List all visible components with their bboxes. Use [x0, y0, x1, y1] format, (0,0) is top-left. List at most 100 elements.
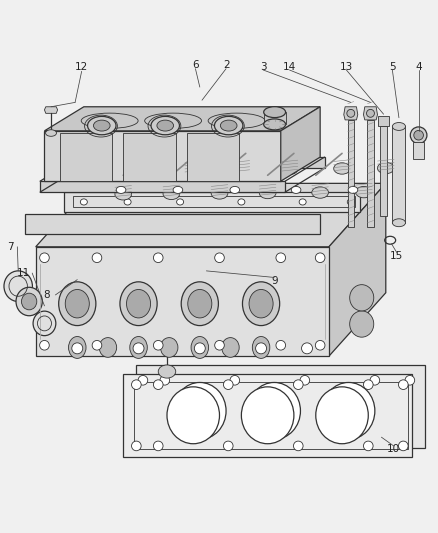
Text: 12: 12: [75, 62, 88, 72]
Ellipse shape: [214, 341, 224, 350]
Ellipse shape: [208, 113, 265, 128]
Ellipse shape: [81, 113, 138, 128]
Polygon shape: [186, 133, 239, 181]
Ellipse shape: [301, 343, 312, 354]
Text: 9: 9: [270, 276, 277, 286]
Ellipse shape: [377, 163, 393, 174]
Ellipse shape: [230, 187, 239, 193]
Ellipse shape: [392, 123, 405, 131]
Text: 5: 5: [388, 61, 395, 71]
Ellipse shape: [230, 375, 239, 385]
Ellipse shape: [120, 282, 157, 326]
Ellipse shape: [87, 116, 116, 135]
Ellipse shape: [315, 387, 367, 444]
Ellipse shape: [126, 289, 150, 318]
Ellipse shape: [349, 311, 373, 337]
Ellipse shape: [39, 341, 49, 350]
Ellipse shape: [321, 383, 374, 439]
Ellipse shape: [115, 189, 131, 200]
Ellipse shape: [166, 387, 219, 444]
Ellipse shape: [314, 253, 324, 263]
Ellipse shape: [173, 187, 182, 193]
Ellipse shape: [68, 336, 86, 358]
Ellipse shape: [413, 131, 423, 140]
Ellipse shape: [151, 116, 179, 135]
Ellipse shape: [366, 109, 374, 117]
Ellipse shape: [242, 282, 279, 326]
Polygon shape: [379, 126, 386, 216]
Ellipse shape: [263, 107, 285, 118]
Polygon shape: [136, 365, 424, 448]
Polygon shape: [263, 112, 285, 124]
Polygon shape: [44, 107, 319, 131]
Ellipse shape: [255, 343, 266, 354]
Ellipse shape: [298, 199, 305, 205]
Ellipse shape: [131, 441, 141, 451]
Ellipse shape: [99, 337, 117, 357]
Polygon shape: [367, 120, 373, 227]
Ellipse shape: [72, 343, 82, 354]
Text: 14: 14: [282, 61, 296, 71]
Ellipse shape: [252, 336, 269, 358]
Ellipse shape: [145, 113, 201, 128]
Text: 4: 4: [414, 61, 421, 71]
Ellipse shape: [138, 375, 148, 385]
Ellipse shape: [214, 253, 224, 263]
Ellipse shape: [241, 387, 293, 444]
Ellipse shape: [293, 441, 302, 451]
Ellipse shape: [46, 130, 57, 136]
Ellipse shape: [191, 336, 208, 358]
Polygon shape: [328, 183, 385, 356]
Ellipse shape: [133, 343, 144, 354]
Ellipse shape: [153, 253, 162, 263]
Polygon shape: [347, 120, 353, 227]
Ellipse shape: [263, 119, 285, 130]
Polygon shape: [25, 214, 319, 233]
Ellipse shape: [194, 343, 205, 354]
Polygon shape: [35, 247, 328, 356]
Text: 8: 8: [43, 290, 50, 300]
Ellipse shape: [80, 199, 87, 205]
Ellipse shape: [214, 116, 242, 135]
Ellipse shape: [299, 375, 309, 385]
Ellipse shape: [276, 341, 285, 350]
Ellipse shape: [176, 199, 183, 205]
Ellipse shape: [4, 271, 32, 302]
Polygon shape: [413, 142, 423, 159]
Ellipse shape: [347, 187, 357, 193]
Text: 6: 6: [192, 60, 198, 70]
Ellipse shape: [173, 383, 226, 439]
Ellipse shape: [290, 187, 300, 193]
Ellipse shape: [184, 164, 201, 175]
Polygon shape: [123, 374, 411, 457]
Ellipse shape: [363, 441, 372, 451]
Ellipse shape: [333, 163, 350, 174]
Ellipse shape: [137, 165, 153, 176]
Ellipse shape: [153, 341, 162, 350]
Text: 2: 2: [222, 60, 229, 70]
Ellipse shape: [247, 383, 300, 439]
Ellipse shape: [16, 287, 42, 316]
Ellipse shape: [158, 365, 175, 378]
Ellipse shape: [156, 120, 173, 131]
Ellipse shape: [153, 441, 162, 451]
Ellipse shape: [311, 187, 328, 198]
Polygon shape: [123, 133, 175, 181]
Ellipse shape: [92, 341, 102, 350]
Ellipse shape: [404, 375, 414, 385]
Ellipse shape: [181, 282, 218, 326]
Polygon shape: [392, 126, 405, 223]
Ellipse shape: [293, 380, 302, 390]
Polygon shape: [44, 131, 280, 181]
Ellipse shape: [276, 253, 285, 263]
Ellipse shape: [65, 289, 89, 318]
Ellipse shape: [92, 253, 102, 263]
Ellipse shape: [33, 311, 56, 336]
Ellipse shape: [259, 187, 276, 199]
Ellipse shape: [21, 293, 37, 310]
Ellipse shape: [346, 199, 353, 205]
Ellipse shape: [162, 188, 179, 199]
Ellipse shape: [349, 285, 373, 311]
Ellipse shape: [223, 380, 233, 390]
Ellipse shape: [159, 375, 169, 385]
